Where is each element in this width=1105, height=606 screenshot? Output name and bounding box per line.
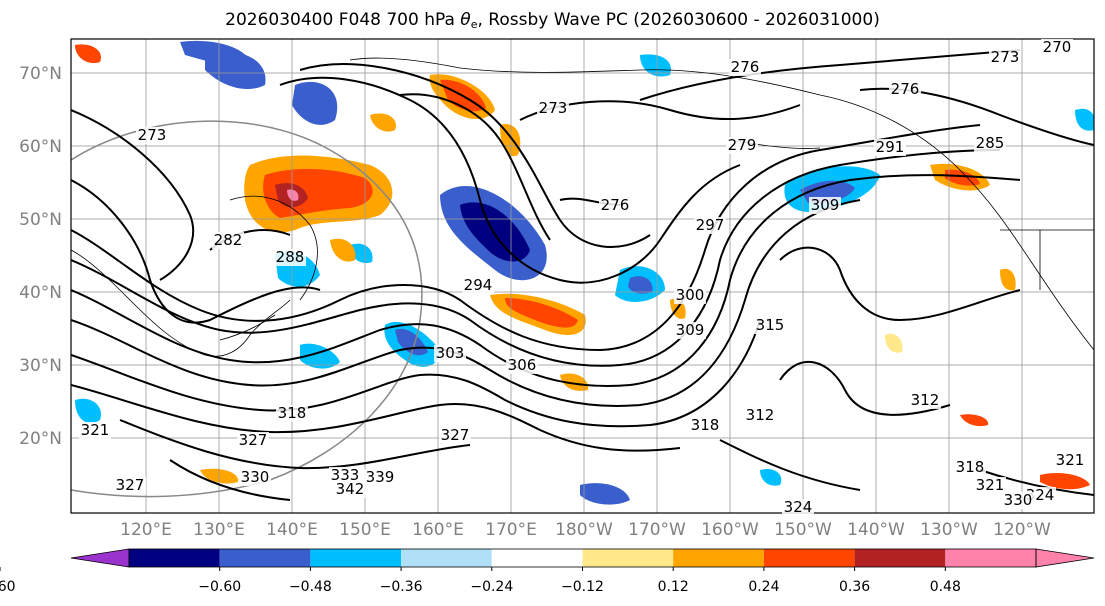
contour-label: 276 (731, 58, 760, 76)
lon-label: 130°W (920, 520, 978, 540)
contour-label: 276 (891, 80, 920, 98)
contour-label: 273 (539, 99, 568, 117)
lon-label: 140°E (266, 520, 318, 540)
colorbar-tick-label: 0.36 (839, 579, 870, 595)
contour-label: 309 (811, 196, 840, 214)
colorbar: −0.60 −0.48 −0.36 −0.24 −0.12 0.12 0.24 0.36 0.4… (0, 548, 1095, 595)
contour-label: 300 (676, 286, 705, 304)
contour-label: 276 (601, 196, 630, 214)
contour-label: 297 (696, 216, 725, 234)
colorbar-tick-label: 0.12 (658, 579, 689, 595)
longitude-labels: 120°E 130°E 140°E 150°E 160°E 170°E 180°W 170°W… (120, 520, 1051, 540)
colorbar-tick-label: −0.24 (470, 579, 513, 595)
lat-label: 30°N (19, 356, 62, 376)
contour-labels: 270 273 276 276 273 276 279 291 285 273 282 288 294 2… (79, 38, 1086, 516)
lon-label: 140°W (847, 520, 905, 540)
colorbar-tick-label: −0.12 (561, 579, 604, 595)
contour-label: 339 (366, 468, 395, 486)
lon-label: 160°W (701, 520, 759, 540)
lon-label: 160°E (412, 520, 464, 540)
contour-label: 288 (276, 248, 305, 266)
contour-label: 294 (464, 276, 493, 294)
contour-label: 270 (1043, 38, 1072, 56)
latitude-labels: 70°N 60°N 50°N 40°N 30°N 20°N (19, 64, 62, 449)
colorbar-tick-label: −0.60 (198, 579, 241, 595)
contour-label: 333 (331, 466, 360, 484)
lat-label: 50°N (19, 210, 62, 230)
colorbar-tick-label: 0.24 (748, 579, 779, 595)
contour-label: 273 (991, 48, 1020, 66)
lon-label: 170°E (485, 520, 537, 540)
contour-label: 303 (436, 344, 465, 362)
contour-label: 315 (756, 316, 785, 334)
contour-label: 342 (336, 480, 365, 498)
contour-label: 309 (676, 321, 705, 339)
map-area (71, 39, 1094, 513)
title-theta: θ (460, 10, 471, 30)
graticule (71, 39, 1094, 513)
lon-label: 180°W (555, 520, 613, 540)
contour-label: 327 (116, 476, 145, 494)
coastlines (71, 57, 1094, 357)
map-border (70, 38, 1095, 514)
colorbar-tick-label: −0.48 (289, 579, 332, 595)
lon-label: 150°W (774, 520, 832, 540)
colorbar-segment (945, 549, 1036, 567)
lon-label: 150°E (339, 520, 391, 540)
colorbar-extend-high (1035, 548, 1095, 568)
contour-label: 324 (784, 498, 813, 516)
contour-label: 330 (241, 468, 270, 486)
contour-label: 321 (976, 476, 1005, 494)
contour-label: 291 (876, 138, 905, 156)
contour-label: 312 (746, 406, 775, 424)
lat-label: 60°N (19, 137, 62, 157)
contour-label: 285 (976, 134, 1005, 152)
colorbar-segment (763, 549, 855, 567)
lon-label: 120°E (120, 520, 172, 540)
contour-label: 321 (1056, 451, 1085, 469)
contour-label: 279 (728, 136, 757, 154)
colorbar-segment (129, 549, 220, 567)
colorbar-segment (673, 549, 764, 567)
contour-label: 330 (1004, 491, 1033, 509)
colorbar-segment (582, 549, 674, 567)
projection-circle (71, 120, 423, 498)
contour-label: 306 (508, 356, 537, 374)
title-suffix: , Rossby Wave PC (2026030600 - 202603100… (477, 10, 880, 30)
colorbar-segment (854, 549, 946, 567)
contour-label: 318 (956, 458, 985, 476)
map-title: 2026030400 F048 700 hPa θe, Rossby Wave … (0, 10, 1105, 31)
colorbar-tick-label: −0.36 (380, 579, 423, 595)
title-prefix: 2026030400 F048 700 hPa (225, 10, 461, 30)
lon-label: 170°W (628, 520, 686, 540)
contour-label: 312 (911, 391, 940, 409)
colorbar-tick-label: 0.48 (930, 579, 961, 595)
lon-label: 130°E (193, 520, 245, 540)
lon-label: 120°W (993, 520, 1051, 540)
contour-label: 282 (214, 231, 243, 249)
contour-label: 273 (138, 126, 167, 144)
lat-label: 20°N (19, 429, 62, 449)
contour-label: 327 (239, 431, 268, 449)
colorbar-segment (491, 549, 583, 567)
lat-label: 70°N (19, 64, 62, 84)
contour-label: 318 (278, 404, 307, 422)
colorbar-segment (310, 549, 402, 567)
colorbar-tick-label: 0.60 (0, 579, 16, 595)
contour-label: 318 (691, 416, 720, 434)
colorbar-segment (219, 549, 311, 567)
negative-anomaly-shading (75, 40, 1094, 505)
lat-label: 40°N (19, 283, 62, 303)
contour-label: 327 (441, 426, 470, 444)
colorbar-extend-low (70, 548, 130, 568)
contour-label: 321 (81, 421, 110, 439)
title-theta-subscript: e (470, 18, 478, 31)
colorbar-segment (401, 549, 492, 567)
